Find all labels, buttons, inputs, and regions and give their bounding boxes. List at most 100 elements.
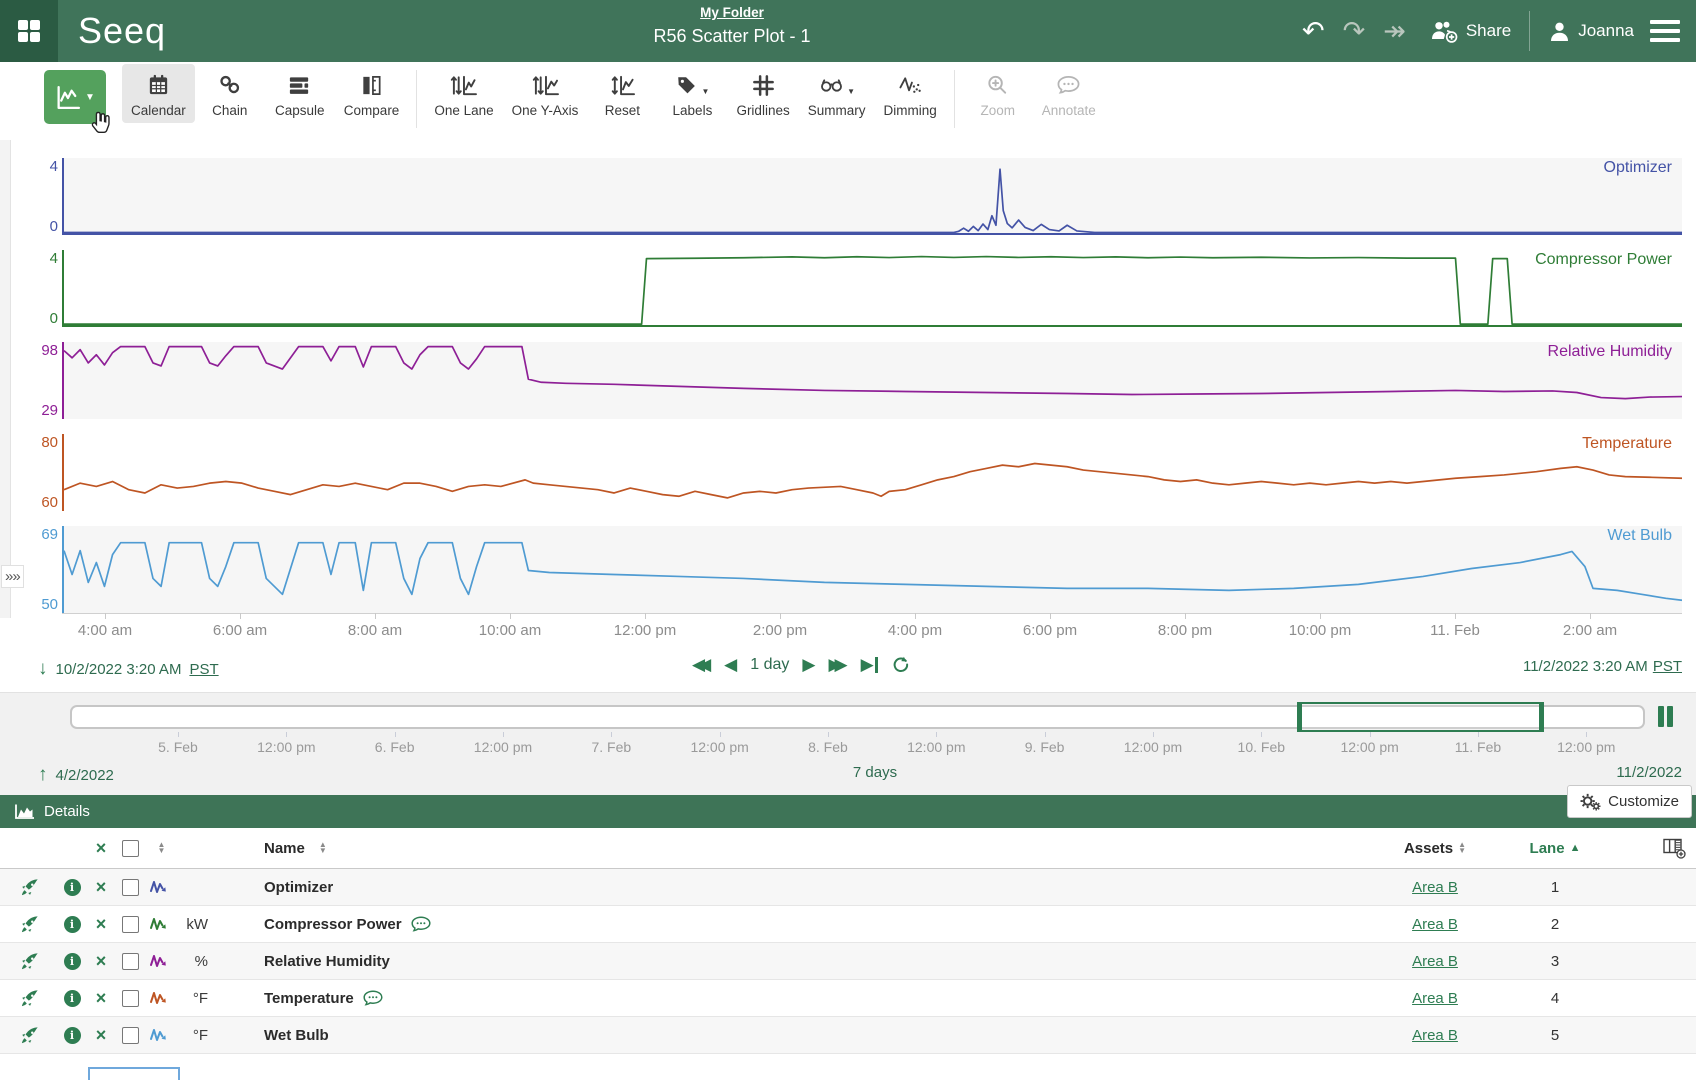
share-button[interactable]: Share [1429, 19, 1511, 44]
hamburger-menu-icon[interactable] [1650, 15, 1680, 47]
lane-plot-area[interactable]: Relative Humidity [62, 342, 1682, 419]
scrubber-selection-window[interactable] [1297, 702, 1544, 732]
tool-one-lane[interactable]: One Lane [425, 64, 502, 123]
add-column-icon[interactable] [1662, 837, 1686, 859]
range-start-date[interactable]: 10/2/2022 3:20 AM [55, 660, 182, 678]
expand-panel-icon[interactable]: »» [1, 565, 24, 588]
step-forward-button[interactable]: ▶ [802, 655, 816, 674]
info-icon[interactable]: i [63, 952, 81, 970]
tool-gridlines[interactable]: Gridlines [727, 64, 798, 123]
timezone-link[interactable]: PST [1652, 658, 1682, 675]
lane-plot-area[interactable]: Temperature [62, 434, 1682, 511]
signal-name[interactable]: Optimizer [264, 878, 334, 896]
rocket-icon[interactable] [20, 1026, 39, 1045]
row-checkbox[interactable] [121, 1026, 139, 1044]
info-icon[interactable]: i [63, 915, 81, 933]
refresh-icon[interactable] [891, 655, 910, 674]
lane-plot-area[interactable]: Optimizer [62, 158, 1682, 235]
remove-icon[interactable]: × [95, 951, 107, 971]
reset-icon [609, 71, 636, 99]
x-axis-tick-label: 2:00 pm [752, 622, 808, 639]
timezone-link[interactable]: PST [189, 660, 219, 678]
step-forward-full-button[interactable]: ▶▶ [828, 655, 847, 674]
row-checkbox[interactable] [121, 915, 139, 933]
tool-calendar[interactable]: Calendar [122, 64, 195, 123]
remove-all-icon[interactable]: × [95, 838, 107, 858]
row-checkbox[interactable] [121, 989, 139, 1007]
rocket-icon[interactable] [20, 915, 39, 934]
row-checkbox[interactable] [121, 952, 139, 970]
select-all-checkbox[interactable] [121, 839, 139, 857]
scrubber-tick [1044, 732, 1046, 737]
toolbar: ▼ Calendar Chain Capsule [0, 62, 1696, 140]
tool-compare[interactable]: Compare [335, 64, 409, 123]
scrubber-track[interactable] [70, 705, 1645, 729]
asset-link[interactable]: Area B [1412, 989, 1458, 1007]
sort-name-icon[interactable]: ▲ ▼ [318, 840, 327, 855]
column-header-assets[interactable]: Assets [1403, 839, 1454, 857]
x-axis-tick-label: 6:00 pm [1022, 622, 1078, 639]
rocket-icon[interactable] [20, 878, 39, 897]
redo-icon[interactable]: ↷ [1342, 15, 1366, 46]
redo-all-icon[interactable]: ↠ [1383, 15, 1406, 46]
chart-lane: 4 0 Compressor Power [30, 250, 1682, 327]
info-icon[interactable]: i [63, 989, 81, 1007]
tool-one-y-axis[interactable]: One Y-Axis [503, 64, 588, 123]
remove-icon[interactable]: × [95, 1025, 107, 1045]
investigate-start-arrow-icon: ↑ [38, 764, 48, 785]
row-checkbox[interactable] [121, 878, 139, 896]
rocket-icon[interactable] [20, 952, 39, 971]
tool-chain[interactable]: Chain [195, 64, 265, 123]
signal-name[interactable]: Compressor Power [264, 915, 402, 933]
trend-view-button[interactable]: ▼ [44, 70, 110, 133]
tool-summary[interactable]: ▼ Summary [799, 64, 875, 123]
lane-plot-area[interactable]: Compressor Power [62, 250, 1682, 327]
remove-icon[interactable]: × [95, 988, 107, 1008]
investigate-duration[interactable]: 7 days [852, 764, 898, 781]
seeq-logo[interactable]: Seeq [78, 10, 167, 51]
tool-label: Labels [672, 103, 713, 118]
column-header-name[interactable]: Name [264, 839, 305, 857]
signal-name[interactable]: Wet Bulb [264, 1026, 329, 1044]
undo-icon[interactable]: ↶ [1301, 15, 1325, 46]
rocket-icon[interactable] [20, 989, 39, 1008]
tool-dimming[interactable]: Dimming [874, 64, 945, 123]
customize-button[interactable]: Customize [1567, 785, 1692, 818]
sort-lane-asc-icon: ▲ [1569, 842, 1581, 854]
capsule-time-icon[interactable] [1658, 706, 1673, 727]
asset-link[interactable]: Area B [1412, 952, 1458, 970]
asset-link[interactable]: Area B [1412, 878, 1458, 896]
range-end-date[interactable]: 11/2/2022 3:20 AM [1522, 658, 1648, 675]
x-axis-tick [1050, 613, 1051, 619]
asset-link[interactable]: Area B [1412, 915, 1458, 933]
step-back-button[interactable]: ◀ [724, 655, 738, 674]
remove-icon[interactable]: × [95, 877, 107, 897]
home-button[interactable] [0, 0, 58, 62]
left-rail [0, 140, 11, 618]
sort-type-icon[interactable]: ▲ ▼ [157, 840, 166, 855]
lane-plot-area[interactable]: Wet Bulb [62, 526, 1682, 613]
tool-labels[interactable]: ▼ Labels [657, 64, 727, 123]
details-panel-header: Details Customize [0, 785, 1696, 828]
column-header-lane[interactable]: Lane [1529, 839, 1565, 857]
info-icon[interactable]: i [63, 878, 81, 896]
tool-capsule[interactable]: Capsule [265, 64, 335, 123]
annotation-bubble-icon[interactable] [363, 989, 383, 1007]
user-menu[interactable]: Joanna [1548, 20, 1634, 43]
sort-assets-icon[interactable]: ▲ ▼ [1458, 840, 1467, 855]
tool-reset[interactable]: Reset [587, 64, 657, 123]
investigate-start-date[interactable]: 4/2/2022 [55, 766, 114, 784]
signal-name[interactable]: Temperature [264, 989, 354, 1007]
step-back-full-button[interactable]: ◀◀ [692, 655, 711, 674]
info-icon[interactable]: i [63, 1026, 81, 1044]
annotation-bubble-icon[interactable] [410, 915, 431, 933]
step-to-end-button[interactable]: ▶ [861, 656, 878, 673]
investigate-end-date[interactable]: 11/2/2022 [1616, 764, 1682, 781]
remove-icon[interactable]: × [95, 914, 107, 934]
lane-signal-label: Relative Humidity [1547, 343, 1672, 360]
details-chart-icon [14, 803, 35, 820]
breadcrumb[interactable]: My Folder [700, 5, 764, 20]
asset-link[interactable]: Area B [1412, 1026, 1458, 1044]
signal-name[interactable]: Relative Humidity [264, 952, 390, 970]
step-size-label[interactable]: 1 day [750, 655, 790, 673]
